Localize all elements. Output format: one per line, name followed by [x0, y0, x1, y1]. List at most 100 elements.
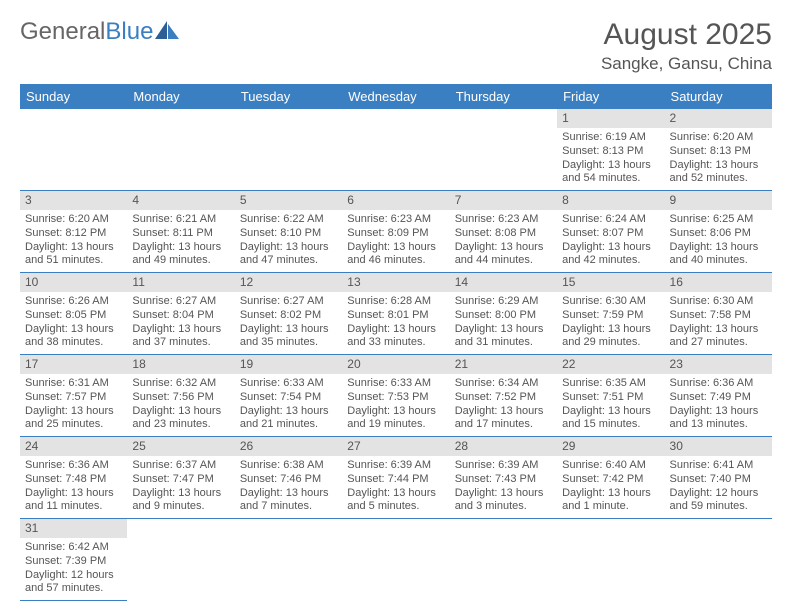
sunrise-line: Sunrise: 6:42 AM [25, 541, 122, 555]
day-body: Sunrise: 6:30 AMSunset: 7:58 PMDaylight:… [665, 294, 772, 354]
page-title: August 2025 [601, 18, 772, 52]
calendar-cell: 4Sunrise: 6:21 AMSunset: 8:11 PMDaylight… [127, 191, 234, 273]
day-number: 7 [450, 191, 557, 210]
day-number: 30 [665, 437, 772, 456]
daylight-line: Daylight: 13 hours and 3 minutes. [455, 487, 552, 515]
sunset-line: Sunset: 7:39 PM [25, 555, 122, 569]
sunset-line: Sunset: 7:52 PM [455, 391, 552, 405]
sunrise-line: Sunrise: 6:33 AM [240, 377, 337, 391]
daylight-line: Daylight: 13 hours and 44 minutes. [455, 241, 552, 269]
day-body: Sunrise: 6:26 AMSunset: 8:05 PMDaylight:… [20, 294, 127, 354]
sunrise-line: Sunrise: 6:20 AM [25, 213, 122, 227]
day-number: 11 [127, 273, 234, 292]
calendar-cell: 5Sunrise: 6:22 AMSunset: 8:10 PMDaylight… [235, 191, 342, 273]
day-body: Sunrise: 6:36 AMSunset: 7:49 PMDaylight:… [665, 376, 772, 436]
day-number: 15 [557, 273, 664, 292]
calendar-cell: 1Sunrise: 6:19 AMSunset: 8:13 PMDaylight… [557, 109, 664, 191]
calendar-cell: 24Sunrise: 6:36 AMSunset: 7:48 PMDayligh… [20, 437, 127, 519]
location-label: Sangke, Gansu, China [601, 54, 772, 74]
sunrise-line: Sunrise: 6:21 AM [132, 213, 229, 227]
sunset-line: Sunset: 7:40 PM [670, 473, 767, 487]
calendar-cell: 17Sunrise: 6:31 AMSunset: 7:57 PMDayligh… [20, 355, 127, 437]
day-number: 3 [20, 191, 127, 210]
daylight-line: Daylight: 13 hours and 11 minutes. [25, 487, 122, 515]
calendar-cell: 25Sunrise: 6:37 AMSunset: 7:47 PMDayligh… [127, 437, 234, 519]
daylight-line: Daylight: 12 hours and 57 minutes. [25, 569, 122, 597]
sunset-line: Sunset: 8:08 PM [455, 227, 552, 241]
sunset-line: Sunset: 8:09 PM [347, 227, 444, 241]
logo-suffix: Blue [105, 18, 153, 45]
sunrise-line: Sunrise: 6:29 AM [455, 295, 552, 309]
calendar-cell-empty [20, 109, 127, 191]
calendar-cell: 11Sunrise: 6:27 AMSunset: 8:04 PMDayligh… [127, 273, 234, 355]
calendar-cell: 28 Sunrise: 6:39 AMSunset: 7:43 PMDayligh… [450, 437, 557, 519]
calendar-cell: 18Sunrise: 6:32 AMSunset: 7:56 PMDayligh… [127, 355, 234, 437]
calendar-cell-empty [127, 519, 234, 601]
sunset-line: Sunset: 7:54 PM [240, 391, 337, 405]
calendar-cell-empty [342, 519, 449, 601]
sunset-line: Sunset: 8:13 PM [562, 145, 659, 159]
sunrise-line: Sunrise: 6:23 AM [455, 213, 552, 227]
daylight-line: Daylight: 13 hours and 5 minutes. [347, 487, 444, 515]
calendar-row: 3Sunrise: 6:20 AMSunset: 8:12 PMDaylight… [20, 191, 772, 273]
sunset-line: Sunset: 7:53 PM [347, 391, 444, 405]
daylight-line: Daylight: 13 hours and 1 minute. [562, 487, 659, 515]
calendar-row: 31Sunrise: 6:42 AMSunset: 7:39 PMDayligh… [20, 519, 772, 601]
sail-icon [153, 19, 181, 41]
calendar-cell-empty [235, 109, 342, 191]
calendar-cell: 12Sunrise: 6:27 AMSunset: 8:02 PMDayligh… [235, 273, 342, 355]
weekday-header: Friday [557, 84, 664, 109]
calendar-cell: 13Sunrise: 6:28 AMSunset: 8:01 PMDayligh… [342, 273, 449, 355]
sunset-line: Sunset: 7:58 PM [670, 309, 767, 323]
sunrise-line: Sunrise: 6:41 AM [670, 459, 767, 473]
day-body: Sunrise: 6:31 AMSunset: 7:57 PMDaylight:… [20, 376, 127, 436]
day-body: Sunrise: 6:41 AMSunset: 7:40 PMDaylight:… [665, 458, 772, 518]
calendar-cell: 9Sunrise: 6:25 AMSunset: 8:06 PMDaylight… [665, 191, 772, 273]
sunrise-line: Sunrise: 6:40 AM [562, 459, 659, 473]
daylight-line: Daylight: 13 hours and 31 minutes. [455, 323, 552, 351]
sunrise-line: Sunrise: 6:27 AM [240, 295, 337, 309]
day-number: 16 [665, 273, 772, 292]
sunrise-line: Sunrise: 6:33 AM [347, 377, 444, 391]
day-body: Sunrise: 6:33 AMSunset: 7:54 PMDaylight:… [235, 376, 342, 436]
day-body: Sunrise: 6:34 AMSunset: 7:52 PMDaylight:… [450, 376, 557, 436]
daylight-line: Daylight: 13 hours and 47 minutes. [240, 241, 337, 269]
daylight-line: Daylight: 13 hours and 33 minutes. [347, 323, 444, 351]
day-body: Sunrise: 6:28 AMSunset: 8:01 PMDaylight:… [342, 294, 449, 354]
calendar-cell: 27Sunrise: 6:39 AMSunset: 7:44 PMDayligh… [342, 437, 449, 519]
sunrise-line: Sunrise: 6:20 AM [670, 131, 767, 145]
sunset-line: Sunset: 7:51 PM [562, 391, 659, 405]
calendar-cell: 31Sunrise: 6:42 AMSunset: 7:39 PMDayligh… [20, 519, 127, 601]
day-body: Sunrise: 6:29 AMSunset: 8:00 PMDaylight:… [450, 294, 557, 354]
day-number: 6 [342, 191, 449, 210]
day-body: Sunrise: 6:30 AMSunset: 7:59 PMDaylight:… [557, 294, 664, 354]
day-number: 8 [557, 191, 664, 210]
calendar-cell: 6 Sunrise: 6:23 AMSunset: 8:09 PMDaylight… [342, 191, 449, 273]
calendar-cell-empty [235, 519, 342, 601]
day-body: Sunrise: 6:23 AMSunset: 8:09 PMDaylight:… [342, 212, 449, 272]
daylight-line: Daylight: 13 hours and 25 minutes. [25, 405, 122, 433]
weekday-header: Saturday [665, 84, 772, 109]
sunrise-line: Sunrise: 6:38 AM [240, 459, 337, 473]
day-number: 28 [450, 437, 557, 456]
daylight-line: Daylight: 13 hours and 15 minutes. [562, 405, 659, 433]
day-number: 27 [342, 437, 449, 456]
weekday-header: Thursday [450, 84, 557, 109]
calendar-cell: 30 Sunrise: 6:41 AMSunset: 7:40 PMDayligh… [665, 437, 772, 519]
calendar-cell: 16 Sunrise: 6:30 AMSunset: 7:58 PMDayligh… [665, 273, 772, 355]
sunrise-line: Sunrise: 6:31 AM [25, 377, 122, 391]
day-number: 22 [557, 355, 664, 374]
sunset-line: Sunset: 7:57 PM [25, 391, 122, 405]
day-body: Sunrise: 6:32 AMSunset: 7:56 PMDaylight:… [127, 376, 234, 436]
day-body: Sunrise: 6:42 AMSunset: 7:39 PMDaylight:… [20, 540, 127, 600]
calendar-row: 24Sunrise: 6:36 AMSunset: 7:48 PMDayligh… [20, 437, 772, 519]
daylight-line: Daylight: 13 hours and 19 minutes. [347, 405, 444, 433]
daylight-line: Daylight: 13 hours and 27 minutes. [670, 323, 767, 351]
calendar-cell: 20Sunrise: 6:33 AMSunset: 7:53 PMDayligh… [342, 355, 449, 437]
daylight-line: Daylight: 13 hours and 54 minutes. [562, 159, 659, 187]
sunset-line: Sunset: 7:49 PM [670, 391, 767, 405]
daylight-line: Daylight: 13 hours and 46 minutes. [347, 241, 444, 269]
daylight-line: Daylight: 13 hours and 40 minutes. [670, 241, 767, 269]
sunrise-line: Sunrise: 6:34 AM [455, 377, 552, 391]
day-body: Sunrise: 6:39 AMSunset: 7:43 PMDaylight:… [450, 458, 557, 518]
